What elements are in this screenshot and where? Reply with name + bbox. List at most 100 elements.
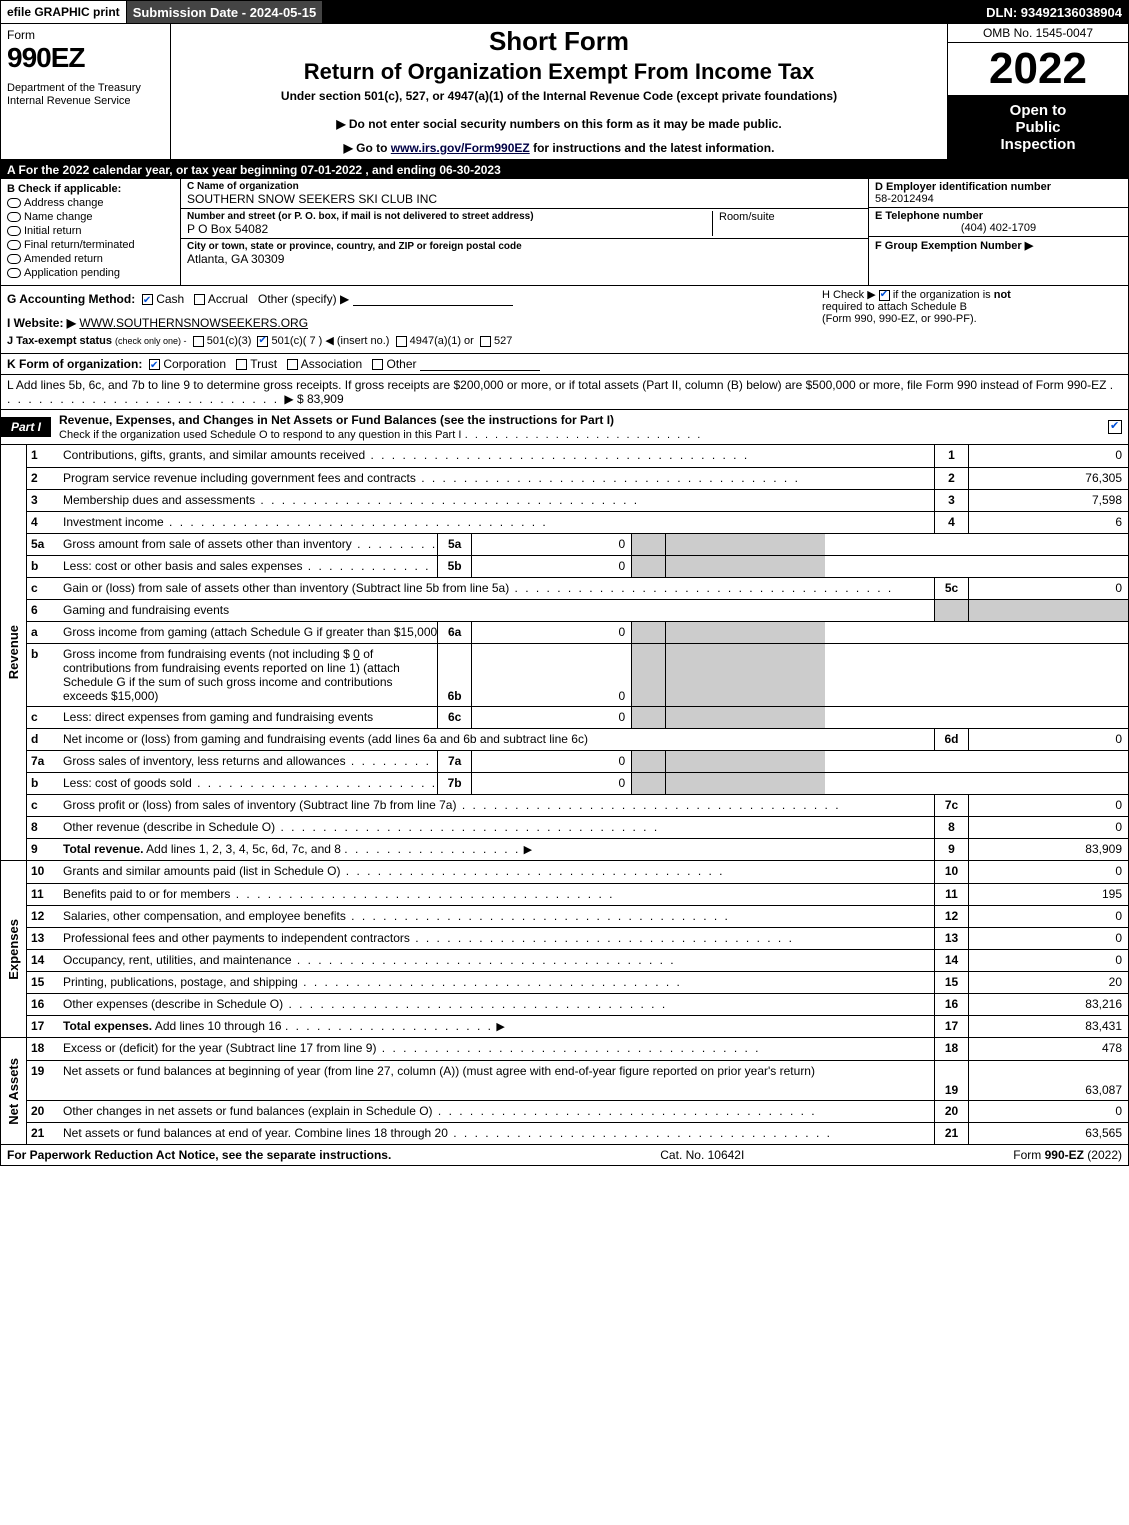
efile-print-label[interactable]: efile GRAPHIC print: [1, 1, 127, 23]
top-bar: efile GRAPHIC print Submission Date - 20…: [0, 0, 1129, 24]
j-527-cb[interactable]: [480, 336, 491, 347]
k-other-input[interactable]: [420, 359, 540, 371]
g-cash: Cash: [156, 292, 184, 306]
part1-schedule-o-checkbox[interactable]: [1108, 420, 1122, 434]
val-21: 63,565: [968, 1123, 1128, 1144]
k-label: K Form of organization:: [7, 357, 142, 371]
val-2: 76,305: [968, 468, 1128, 489]
row-10: 10 Grants and similar amounts paid (list…: [27, 861, 1128, 883]
row-7b: b Less: cost of goods sold 7b 0: [27, 772, 1128, 794]
row-7c: c Gross profit or (loss) from sales of i…: [27, 794, 1128, 816]
val-17: 83,431: [968, 1016, 1128, 1037]
h-checkbox[interactable]: [879, 290, 890, 301]
i-label: I Website: ▶: [7, 316, 76, 330]
row-6c: c Less: direct expenses from gaming and …: [27, 706, 1128, 728]
j-527: 527: [494, 335, 512, 347]
val-5c: 0: [968, 578, 1128, 599]
val-11: 195: [968, 884, 1128, 905]
h-label: H Check ▶: [822, 289, 876, 301]
val-15: 20: [968, 972, 1128, 993]
j-note: (check only one) -: [115, 336, 187, 346]
cb-application-pending[interactable]: Application pending: [7, 267, 174, 279]
row-5a: 5a Gross amount from sale of assets othe…: [27, 533, 1128, 555]
g-cash-cb[interactable]: [142, 294, 153, 305]
line-a-tax-year: A For the 2022 calendar year, or tax yea…: [0, 161, 1129, 179]
j-501c-cb[interactable]: [257, 336, 268, 347]
l-text: L Add lines 5b, 6c, and 7b to line 9 to …: [7, 378, 1106, 392]
box-b: B Check if applicable: Address change Na…: [1, 179, 181, 285]
h-text2: if the organization is: [893, 289, 994, 301]
header-left: Form 990EZ Department of the Treasury In…: [1, 24, 171, 159]
line-j: J Tax-exempt status (check only one) - 5…: [7, 334, 1122, 347]
k-other-cb[interactable]: [372, 359, 383, 370]
val-6a: 0: [471, 622, 631, 643]
header-center: Short Form Return of Organization Exempt…: [171, 24, 948, 159]
row-16: 16 Other expenses (describe in Schedule …: [27, 993, 1128, 1015]
lines-ghij: H Check ▶ if the organization is not req…: [0, 286, 1129, 354]
j-501c: 501(c)( 7 ) ◀ (insert no.): [272, 335, 390, 347]
g-accrual-cb[interactable]: [194, 294, 205, 305]
cb-address-change[interactable]: Address change: [7, 197, 174, 209]
j-4947: 4947(a)(1) or: [410, 335, 474, 347]
c-street-label: Number and street (or P. O. box, if mail…: [187, 211, 712, 222]
j-501c3-cb[interactable]: [193, 336, 204, 347]
row-5c: c Gain or (loss) from sale of assets oth…: [27, 577, 1128, 599]
row-14: 14 Occupancy, rent, utilities, and maint…: [27, 949, 1128, 971]
k-trust-cb[interactable]: [236, 359, 247, 370]
val-6b-contrib: 0: [353, 647, 360, 661]
under-section: Under section 501(c), 527, or 4947(a)(1)…: [177, 89, 941, 103]
k-corp: Corporation: [163, 357, 226, 371]
val-18: 478: [968, 1038, 1128, 1060]
k-corp-cb[interactable]: [149, 359, 160, 370]
row-1: 1 Contributions, gifts, grants, and simi…: [27, 445, 1128, 467]
k-assoc-cb[interactable]: [287, 359, 298, 370]
cb-name-change[interactable]: Name change: [7, 211, 174, 223]
open-line2: Public: [950, 119, 1126, 136]
box-def: D Employer identification number 58-2012…: [868, 179, 1128, 285]
l-amount: ▶ $ 83,909: [284, 392, 343, 406]
goto-pre: ▶ Go to: [344, 141, 391, 155]
org-city: Atlanta, GA 30309: [187, 252, 862, 266]
footer-right: Form 990-EZ (2022): [1013, 1148, 1122, 1162]
cb-initial-return[interactable]: Initial return: [7, 225, 174, 237]
row-2: 2 Program service revenue including gove…: [27, 467, 1128, 489]
cb-amended-return[interactable]: Amended return: [7, 253, 174, 265]
k-other: Other: [387, 357, 417, 371]
org-info-block: B Check if applicable: Address change Na…: [0, 179, 1129, 286]
val-7c: 0: [968, 795, 1128, 816]
row-9: 9 Total revenue. Total revenue. Add line…: [27, 838, 1128, 860]
open-line3: Inspection: [950, 136, 1126, 153]
f-group-exemption-label: F Group Exemption Number ▶: [875, 240, 1033, 252]
room-suite-label: Room/suite: [712, 211, 862, 236]
website-value[interactable]: WWW.SOUTHERNSNOWSEEKERS.ORG: [79, 316, 308, 330]
h-text3: required to attach Schedule B: [822, 301, 967, 313]
box-c: C Name of organization SOUTHERN SNOW SEE…: [181, 179, 868, 285]
row-13: 13 Professional fees and other payments …: [27, 927, 1128, 949]
g-other: Other (specify) ▶: [258, 292, 349, 306]
revenue-side-label: Revenue: [1, 445, 27, 860]
val-20: 0: [968, 1101, 1128, 1122]
row-20: 20 Other changes in net assets or fund b…: [27, 1100, 1128, 1122]
g-accrual: Accrual: [208, 292, 248, 306]
do-not-enter: ▶ Do not enter social security numbers o…: [177, 117, 941, 131]
val-5a: 0: [471, 534, 631, 555]
row-3: 3 Membership dues and assessments 3 7,59…: [27, 489, 1128, 511]
val-7a: 0: [471, 751, 631, 772]
irs-link[interactable]: www.irs.gov/Form990EZ: [391, 141, 530, 155]
submission-date: Submission Date - 2024-05-15: [127, 1, 324, 23]
val-5b: 0: [471, 556, 631, 577]
val-8: 0: [968, 817, 1128, 838]
row-6a: a Gross income from gaming (attach Sched…: [27, 621, 1128, 643]
return-title: Return of Organization Exempt From Incom…: [177, 59, 941, 85]
val-12: 0: [968, 906, 1128, 927]
val-1: 0: [968, 445, 1128, 467]
page-footer: For Paperwork Reduction Act Notice, see …: [0, 1145, 1129, 1166]
g-other-input[interactable]: [353, 292, 513, 306]
form-header: Form 990EZ Department of the Treasury In…: [0, 24, 1129, 161]
d-ein-value: 58-2012494: [875, 193, 1122, 205]
val-7b: 0: [471, 773, 631, 794]
c-name-label: C Name of organization: [187, 181, 862, 192]
part1-title: Revenue, Expenses, and Changes in Net As…: [59, 410, 1102, 444]
j-4947-cb[interactable]: [396, 336, 407, 347]
cb-final-return[interactable]: Final return/terminated: [7, 239, 174, 251]
